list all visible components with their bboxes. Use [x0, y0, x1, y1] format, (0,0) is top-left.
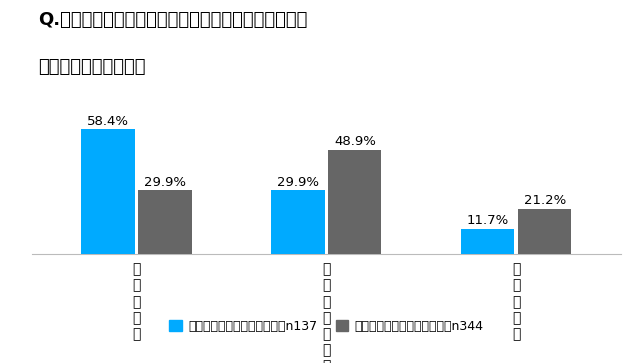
Bar	[461, 229, 515, 254]
Text: 48.9%: 48.9%	[334, 135, 376, 148]
Text: 29.9%: 29.9%	[144, 176, 186, 188]
Text: 21.2%: 21.2%	[524, 194, 566, 207]
Text: 58.4%: 58.4%	[87, 115, 129, 128]
Text: 29.9%: 29.9%	[277, 176, 319, 188]
Bar	[138, 190, 191, 254]
Bar	[518, 209, 572, 254]
Bar	[271, 190, 324, 254]
Text: 業務効率（単一回答）: 業務効率（単一回答）	[38, 58, 146, 76]
Text: 11.7%: 11.7%	[467, 215, 509, 227]
Bar	[81, 129, 134, 254]
Legend: コロナ前にテレワーク導入：n137, コロナ後にテレワーク導入：n344: コロナ前にテレワーク導入：n137, コロナ後にテレワーク導入：n344	[164, 315, 488, 338]
Text: Q.【正社員】テレワークと通常勤務（対面）との比較: Q.【正社員】テレワークと通常勤務（対面）との比較	[38, 11, 308, 29]
Bar	[328, 150, 381, 254]
